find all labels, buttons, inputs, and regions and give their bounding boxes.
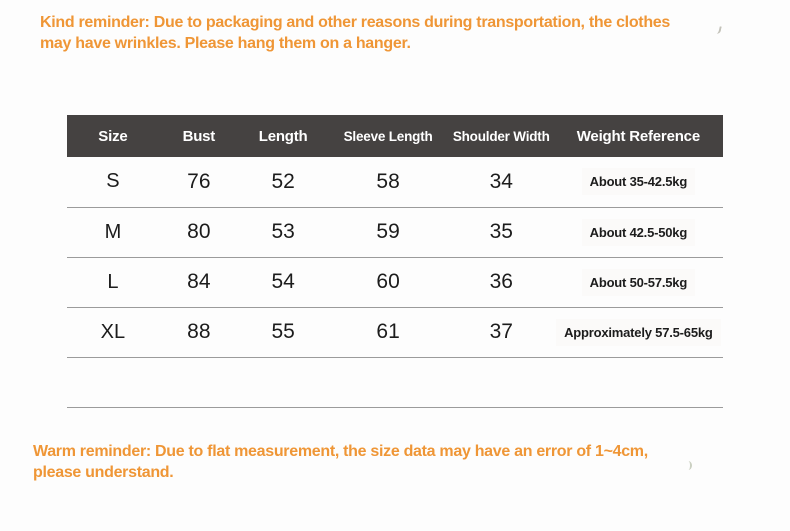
weight-reference-value: Approximately 57.5-65kg [554, 307, 723, 357]
artifact-speck-top [715, 25, 722, 35]
warm-reminder-line-2: please understand. [33, 464, 174, 481]
artifact-speck-bottom [685, 461, 692, 470]
weight-reference-value: About 42.5-50kg [554, 207, 723, 257]
kind-reminder-notice: Kind reminder: Due to packaging and othe… [40, 12, 670, 54]
empty-cell [67, 357, 723, 407]
size-table: Size Bust Length Sleeve Length Shoulder … [67, 115, 723, 408]
column-header-length: Length [258, 127, 308, 145]
column-header-bust: Bust [182, 127, 216, 145]
size-table-header-row: Size Bust Length Sleeve Length Shoulder … [67, 115, 723, 157]
sleeve-length-value: 61 [376, 320, 400, 343]
length-value: 54 [271, 270, 295, 293]
weight-reference-value: About 35-42.5kg [554, 157, 723, 207]
weight-reference-value: About 50-57.5kg [554, 257, 723, 307]
bust-value: 80 [187, 220, 211, 243]
length-value: 52 [271, 169, 295, 193]
length-value: 55 [271, 320, 295, 343]
warm-reminder-line-1: Warm reminder: Due to flat measurement, … [33, 443, 648, 460]
shoulder-width-value: 36 [489, 270, 513, 293]
length-value: 53 [271, 220, 295, 243]
weight-reference-text: Approximately 57.5-65kg [556, 318, 721, 346]
weight-reference-text: About 42.5-50kg [581, 218, 696, 246]
size-value: S [106, 170, 120, 193]
shoulder-width-value: 34 [489, 169, 513, 193]
column-header-weight-reference: Weight Reference [576, 127, 700, 145]
table-row-size-xl: XL 88 55 61 37 Approximately 57.5-65kg [67, 307, 723, 357]
table-row-size-l: L 84 54 60 36 About 50-57.5kg [67, 257, 723, 307]
size-value: L [107, 270, 119, 293]
sleeve-length-value: 59 [376, 220, 400, 243]
kind-reminder-line-2: may have wrinkles. Please hang them on a… [40, 35, 411, 52]
weight-reference-text: About 50-57.5kg [581, 268, 696, 296]
table-row-size-s: S 76 52 58 34 About 35-42.5kg [67, 157, 723, 207]
shoulder-width-value: 37 [489, 320, 513, 343]
table-row-empty [67, 357, 723, 407]
bust-value: 84 [187, 270, 211, 293]
size-value: XL [100, 320, 126, 343]
sleeve-length-value: 58 [376, 169, 400, 193]
weight-reference-text: About 35-42.5kg [581, 168, 696, 196]
size-value: M [104, 220, 122, 243]
table-row-size-m: M 80 53 59 35 About 42.5-50kg [67, 207, 723, 257]
warm-reminder-notice: Warm reminder: Due to flat measurement, … [33, 441, 648, 483]
bust-value: 76 [187, 169, 211, 193]
column-header-size: Size [98, 127, 128, 145]
sleeve-length-value: 60 [376, 270, 400, 293]
bust-value: 88 [187, 320, 211, 343]
column-header-shoulder-width: Shoulder Width [452, 128, 550, 144]
kind-reminder-line-1: Kind reminder: Due to packaging and othe… [40, 14, 670, 31]
shoulder-width-value: 35 [489, 220, 513, 243]
column-header-sleeve-length: Sleeve Length [343, 128, 433, 144]
